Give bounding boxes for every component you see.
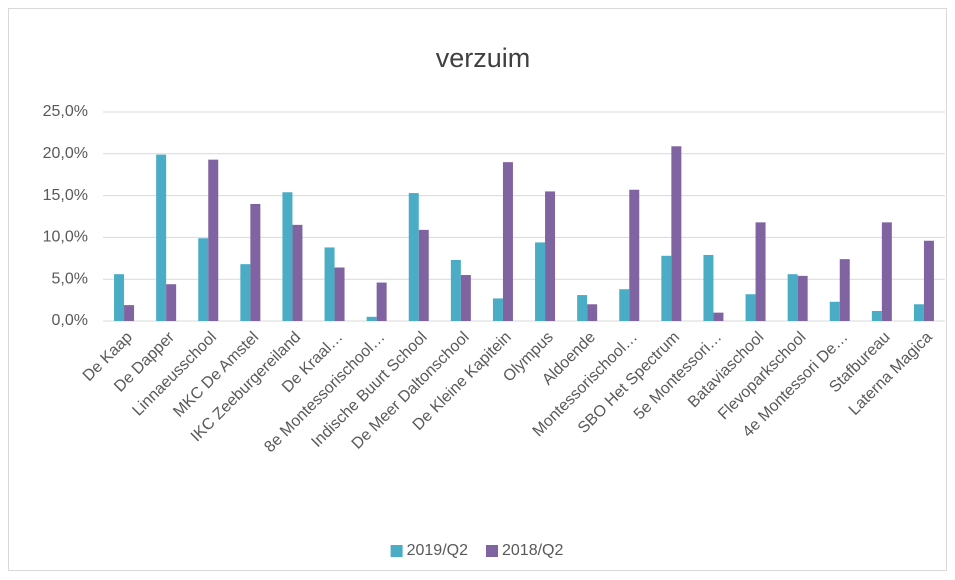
bar: [839, 259, 850, 321]
bar: [502, 162, 513, 321]
bar: [324, 247, 335, 321]
bar: [124, 305, 135, 321]
bar: [787, 274, 798, 321]
bar: [881, 222, 892, 321]
bar: [334, 267, 345, 321]
bar: [240, 264, 251, 321]
legend-swatch: [486, 545, 498, 557]
bar: [292, 224, 303, 321]
y-tick-label: 5,0%: [52, 270, 88, 287]
y-tick-label: 15,0%: [43, 187, 88, 204]
bar: [871, 310, 882, 321]
y-tick-label: 0,0%: [52, 312, 88, 329]
bar: [797, 275, 808, 321]
legend-label: 2018/Q2: [502, 542, 563, 559]
bar: [671, 146, 682, 321]
y-tick-label: 10,0%: [43, 229, 88, 246]
chart-title: verzuim: [436, 43, 531, 73]
bar: [492, 298, 503, 321]
legend-item: 2018/Q2: [486, 542, 563, 559]
bar: [545, 191, 556, 321]
bar: [198, 238, 209, 321]
legend-swatch: [390, 545, 403, 557]
bar: [577, 295, 588, 321]
bar: [913, 304, 924, 321]
y-tick-label: 20,0%: [43, 145, 88, 162]
bar: [629, 189, 640, 321]
y-tick-label: 25,0%: [43, 103, 88, 120]
legend-label: 2019/Q2: [407, 542, 468, 559]
bar: [661, 255, 672, 321]
bar: [166, 284, 177, 321]
bar: [703, 254, 714, 321]
bar: [535, 242, 546, 321]
bar: [208, 159, 219, 321]
bar: [376, 282, 387, 321]
bar: [408, 193, 419, 321]
bar: [755, 222, 766, 321]
bar: [250, 203, 261, 321]
legend-item: 2019/Q2: [390, 542, 468, 559]
bar: [460, 275, 471, 321]
bar: [587, 304, 598, 321]
bar: [418, 229, 429, 321]
bar: [713, 312, 724, 321]
bar: [450, 259, 461, 321]
bar: [156, 154, 167, 321]
bar: [366, 316, 377, 321]
bar: [619, 289, 630, 321]
bar: [923, 240, 934, 321]
bar: [745, 294, 756, 321]
bar: [114, 274, 125, 321]
bar: [282, 192, 293, 321]
bar: [829, 301, 840, 321]
